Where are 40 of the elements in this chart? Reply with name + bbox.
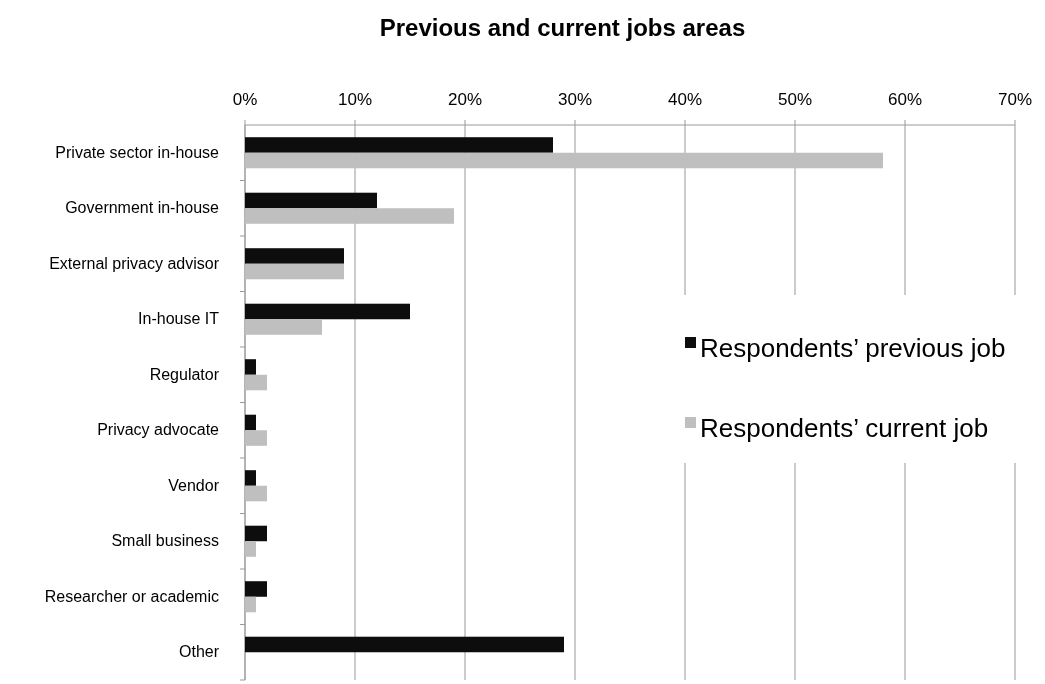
bar xyxy=(245,430,267,446)
bar xyxy=(245,359,256,375)
x-tick-label: 70% xyxy=(997,90,1033,109)
bar xyxy=(245,374,267,391)
bar xyxy=(245,470,256,486)
bar xyxy=(245,541,256,557)
x-tick-label: 30% xyxy=(557,90,593,109)
bar xyxy=(245,192,377,209)
y-tick-label: External privacy advisor xyxy=(49,254,220,272)
y-tick-label: Other xyxy=(178,643,220,661)
bar xyxy=(245,152,883,169)
bar xyxy=(245,525,267,542)
x-tick-label: 40% xyxy=(667,90,703,109)
bar xyxy=(245,248,344,264)
bar xyxy=(245,414,256,431)
y-tick-label: Privacy advocate xyxy=(97,421,220,439)
y-tick-label: Researcher or academic xyxy=(44,587,219,605)
bar xyxy=(245,263,344,280)
y-tick-label: In-house IT xyxy=(138,310,220,328)
x-tick-label: 10% xyxy=(337,90,373,109)
x-tick-label: 60% xyxy=(887,90,923,109)
x-tick-label: 20% xyxy=(447,90,483,109)
bar xyxy=(245,303,410,320)
legend-label: Respondents’ current job xyxy=(700,413,989,443)
x-tick-label: 50% xyxy=(777,90,813,109)
y-tick-label: Government in-house xyxy=(65,199,220,217)
y-tick-label: Private sector in-house xyxy=(55,143,220,161)
y-tick-label: Regulator xyxy=(149,365,220,383)
bar xyxy=(245,636,564,653)
bar xyxy=(245,137,553,153)
y-tick-label: Vendor xyxy=(168,476,220,494)
chart-title: Previous and current jobs areas xyxy=(379,14,746,41)
legend-label: Respondents’ previous job xyxy=(700,333,1006,363)
bar xyxy=(245,485,267,502)
bar xyxy=(245,596,256,613)
y-tick-label: Small business xyxy=(111,532,219,550)
bar xyxy=(245,319,322,335)
bar xyxy=(245,208,454,224)
x-tick-label: 0% xyxy=(232,90,258,109)
bar xyxy=(245,581,267,597)
